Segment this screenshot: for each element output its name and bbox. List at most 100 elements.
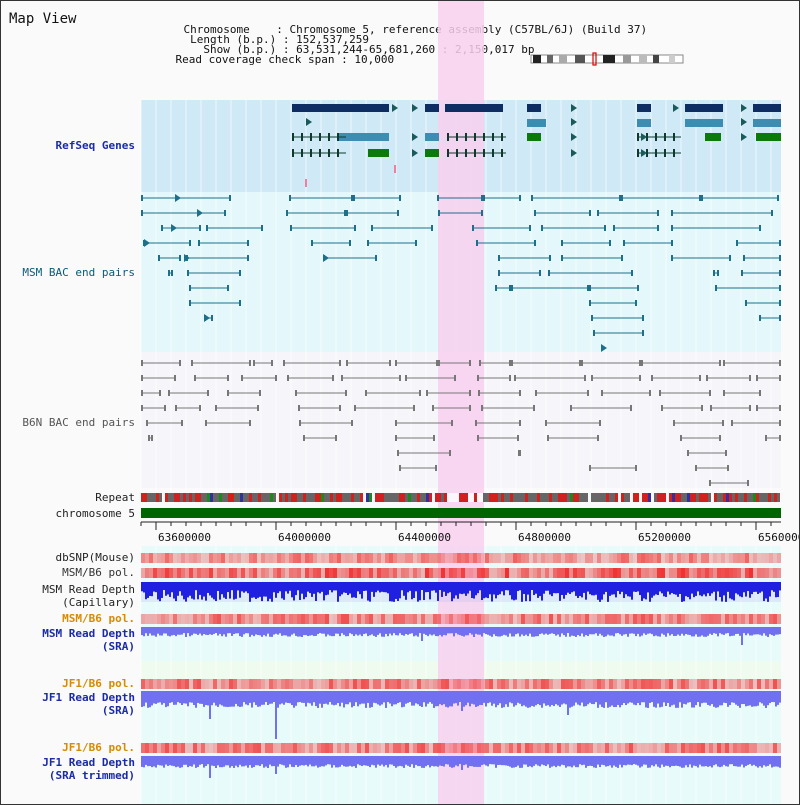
msm-depth-capillary-bar: [473, 582, 475, 599]
b6n-bac-pair-end: [164, 405, 166, 411]
msm-depth-capillary-bar: [547, 582, 549, 591]
msm-b6-pol-cell: [297, 568, 301, 578]
jf1-depth-trim-bar: [481, 756, 483, 766]
msm-depth-sra-bar: [481, 627, 483, 637]
jf1-depth-trim-bar: [345, 756, 347, 767]
repeat-element: [360, 493, 363, 502]
axis-tick-label: 64000000: [278, 531, 331, 544]
jf1-depth-sra-bar: [155, 691, 157, 704]
msm-depth-capillary-bar: [237, 582, 239, 591]
msm-depth-capillary-bar: [509, 582, 511, 596]
jf1-b6-pol-cell: [449, 743, 453, 753]
jf1-depth-trim-bar: [763, 756, 765, 766]
jf1-depth-sra-bar: [747, 691, 749, 706]
jf1-depth-trim-bar: [247, 756, 249, 768]
jf1-depth-trim-bar: [771, 756, 773, 768]
jf1-depth-trim-bar: [691, 756, 693, 768]
msm-bac-label[interactable]: MSM BAC end pairs: [22, 266, 135, 279]
jf1-depth-trim-bar: [281, 756, 283, 765]
b6n-bac-label[interactable]: B6N BAC end pairs: [22, 416, 135, 429]
jf1-b6-pol-label[interactable]: JF1/B6 pol.: [62, 677, 135, 690]
jf1-depth-trim-bar: [753, 756, 755, 765]
msm-depth-capillary-bar: [717, 582, 719, 592]
jf1-depth-sra-bar: [299, 691, 301, 703]
jf1-depth-trim-bar: [697, 756, 699, 768]
jf1-b6-pol-cell: [425, 743, 429, 753]
dbsnp-cell: [705, 553, 709, 563]
jf1-b6-pol-cell: [405, 679, 409, 689]
msm-b6-pol-cell: [697, 568, 701, 578]
jf1-b6-pol-cell: [457, 679, 461, 689]
jf1-depth-trim-bar: [147, 756, 149, 767]
jf1-depth-sra-bar: [443, 691, 445, 705]
msm-b6-pol-cell: [529, 568, 533, 578]
jf1-depth-sra-bar: [757, 691, 759, 706]
msm-depth-sra-bar: [325, 627, 327, 637]
jf1-depth-sra-bar: [407, 691, 409, 703]
jf1-depth-trim-bar: [221, 756, 223, 768]
refseq-gene: [753, 104, 781, 112]
jf1-depth-sra-bar: [667, 691, 669, 703]
msm-b6-pol-cell: [549, 568, 553, 578]
jf1-depth-sra-bar: [241, 691, 243, 707]
msm-depth-sra-bar: [505, 627, 507, 636]
jf1-depth-sra-bar: [287, 691, 289, 703]
dbsnp-label[interactable]: dbSNP(Mouse): [55, 551, 135, 564]
jf1-depth-trim-bar: [457, 756, 459, 767]
dbsnp-cell: [421, 553, 425, 563]
repeat-element: [183, 493, 186, 502]
repeat-element: [165, 493, 168, 502]
jf1-b6-pol-cell: [149, 743, 153, 753]
msm-depth-capillary-bar: [395, 582, 397, 599]
msm-depth-capillary-bar: [643, 582, 645, 599]
b6n-bac-pair-end: [587, 390, 589, 396]
repeat-element: [444, 493, 447, 502]
jf1-depth-sra-bar: [379, 691, 381, 706]
msm-depth-sra-bar: [465, 627, 467, 636]
msm-b6-pol-cell: [585, 568, 589, 578]
msm-depth-sra-bar: [335, 627, 337, 634]
jf1-read-depth-sra-label[interactable]: JF1 Read Depth: [42, 691, 135, 704]
repeat-label[interactable]: Repeat: [95, 491, 135, 504]
msm-b6-pol-label[interactable]: MSM/B6 pol.: [62, 566, 135, 579]
dbsnp-cell: [505, 553, 509, 563]
jf1-b6-pol-cell: [645, 679, 649, 689]
axis-tick-label: 64800000: [518, 531, 571, 544]
jf1-b6-pol-label-2[interactable]: JF1/B6 pol.: [62, 741, 135, 754]
msm-read-depth-sra-sub: (SRA): [101, 640, 135, 653]
msm-b6-pol-label-2[interactable]: MSM/B6 pol.: [62, 612, 135, 625]
dbsnp-cell: [533, 553, 537, 563]
jf1-read-depth-trim-label[interactable]: JF1 Read Depth: [42, 756, 135, 769]
jf1-b6-pol-cell: [493, 679, 497, 689]
msm-depth-capillary-bar: [487, 582, 489, 599]
b6n-bac-pair-end: [435, 465, 437, 471]
msm-depth-sra-bar: [161, 627, 163, 636]
msm-depth-sra-bar: [449, 627, 451, 634]
chromosome-ideogram[interactable]: [529, 52, 689, 66]
msm-read-depth-cap-label[interactable]: MSM Read Depth: [42, 583, 135, 596]
jf1-b6-pol-cell: [317, 743, 321, 753]
msm-read-depth-sra-label[interactable]: MSM Read Depth: [42, 627, 135, 640]
repeat-element: [327, 493, 330, 502]
chromosome-track-label[interactable]: chromosome 5: [55, 507, 135, 520]
msm-depth-capillary-bar: [421, 582, 423, 591]
jf1-depth-trim-bar: [295, 756, 297, 766]
jf1-b6-pol-cell: [633, 679, 637, 689]
msm-depth-sra-bar: [717, 627, 719, 637]
jf1-depth-sra-bar: [265, 691, 267, 703]
msm-b6-pol-cell: [717, 568, 721, 578]
msm-depth-sra-bar: [459, 627, 461, 636]
msm-depth-capillary-bar: [437, 582, 439, 601]
jf1-depth-trim-bar: [203, 756, 205, 768]
repeat-element: [759, 493, 762, 502]
msm-depth-sra-bar: [681, 627, 683, 634]
b6n-bac-pair-end: [723, 360, 725, 366]
jf1-b6-pol-cell: [177, 679, 181, 689]
repeat-element: [606, 493, 609, 502]
msm-depth-sra-bar: [631, 627, 633, 634]
refseq-genes-label[interactable]: RefSeq Genes: [55, 139, 135, 152]
msm-b6-pol-cell: [497, 568, 501, 578]
jf1-depth-sra-bar: [541, 691, 543, 708]
dbsnp-cell: [761, 553, 765, 563]
